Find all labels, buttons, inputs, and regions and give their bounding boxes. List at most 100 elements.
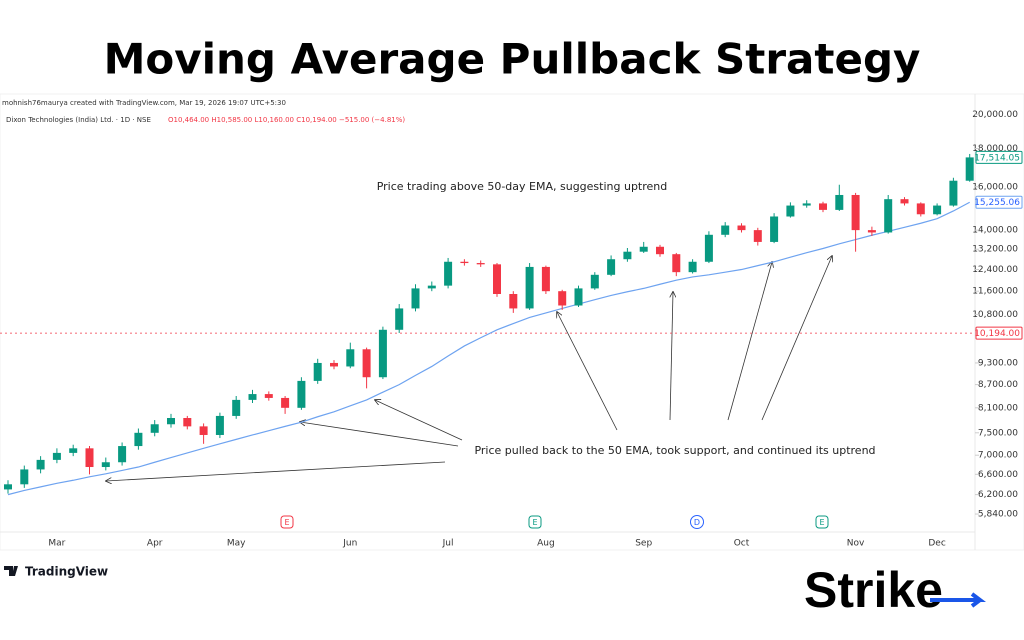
candle-body	[802, 203, 811, 206]
candle-body	[639, 246, 648, 252]
y-tick-label: 8,100.00	[978, 403, 1018, 413]
candle-body	[688, 261, 697, 273]
event-label: D	[694, 518, 700, 527]
y-tick-label: 16,000.00	[972, 182, 1018, 192]
candle-body	[900, 199, 909, 204]
y-tick-label: 9,300.00	[978, 358, 1018, 368]
candle-body	[933, 205, 942, 215]
event-label: E	[284, 518, 289, 527]
y-tick-label: 10,800.00	[972, 310, 1018, 320]
y-tick-label: 7,000.00	[978, 451, 1018, 461]
arrow	[375, 400, 463, 441]
logo-swoosh	[930, 592, 986, 608]
candle-body	[672, 254, 681, 273]
chart-panel	[0, 93, 1024, 551]
y-tick-label: 8,700.00	[978, 380, 1018, 390]
arrows	[106, 256, 832, 481]
arrow	[300, 422, 459, 447]
y-tick-label: 6,600.00	[978, 470, 1018, 480]
page-title: Moving Average Pullback Strategy	[104, 35, 921, 84]
candle-body	[395, 308, 404, 330]
candle-body	[916, 203, 925, 215]
candle-body	[118, 446, 127, 463]
logo-text: Strike	[804, 562, 943, 618]
y-tick-label: 5,840.00	[978, 510, 1018, 520]
candle-body	[281, 397, 290, 408]
candle-body	[297, 380, 306, 408]
y-tick-label: 14,000.00	[972, 226, 1018, 236]
candle-body	[949, 180, 958, 206]
candle-body	[248, 394, 257, 400]
candle-body	[150, 424, 159, 433]
event-icon	[690, 515, 704, 529]
candle-body	[509, 293, 518, 309]
candle-body	[884, 199, 893, 233]
candle-body	[346, 349, 355, 367]
event-label: E	[819, 518, 824, 527]
candle-body	[199, 426, 208, 435]
arrow	[761, 256, 832, 421]
candle-body	[313, 362, 322, 381]
candle-body	[183, 417, 192, 427]
x-tick-label: Jul	[442, 539, 454, 549]
candle-body	[215, 415, 224, 435]
candle-body	[656, 246, 664, 255]
candle-body	[558, 291, 567, 306]
candle-body	[851, 194, 860, 231]
y-tick-label: 7,500.00	[978, 428, 1018, 438]
y-tick-label: 18,000.00	[972, 144, 1018, 154]
candle-body	[134, 432, 143, 447]
candle-body	[4, 484, 12, 490]
event-label: E	[532, 518, 537, 527]
strike-logo: Strike	[804, 562, 986, 618]
candle-body	[101, 462, 110, 468]
price-tag	[975, 326, 1023, 340]
credit: mohnish76maurya created with TradingView…	[2, 99, 286, 107]
x-tick-label: Jun	[342, 539, 357, 549]
candle-body	[362, 349, 371, 378]
candle-body	[85, 448, 94, 468]
price-tag-label: 15,255.06	[974, 198, 1020, 208]
x-tick-label: Dec	[928, 539, 945, 549]
y-tick-label: 11,600.00	[972, 287, 1018, 297]
x-tick-label: Aug	[537, 539, 555, 549]
tradingview-logo: TradingView	[4, 565, 108, 579]
annotation: Price trading above 50-day EMA, suggesti…	[377, 180, 668, 193]
brand: TradingView	[25, 565, 108, 579]
arrow	[669, 292, 673, 421]
annotation: Price pulled back to the 50 EMA, took su…	[474, 444, 875, 457]
price-tag-label: 10,194.00	[974, 329, 1020, 339]
ohlc: O10,464.00 H10,585.00 L10,160.00 C10,194…	[168, 116, 405, 124]
candle-body	[378, 329, 387, 378]
candle-body	[444, 261, 453, 286]
candle-body	[574, 288, 583, 306]
candle-body	[753, 230, 762, 242]
candle-body	[721, 225, 730, 235]
symbol: Dixon Technologies (India) Ltd. · 1D · N…	[6, 116, 151, 124]
logo-icon	[4, 566, 18, 576]
candle-body	[493, 264, 501, 294]
candle-body	[819, 203, 827, 210]
x-tick-label: Sep	[635, 539, 652, 549]
candle-body	[36, 459, 45, 470]
x-tick-label: May	[227, 539, 246, 549]
x-tick-label: Oct	[734, 539, 750, 549]
y-tick-label: 13,200.00	[972, 245, 1018, 255]
candle-body	[965, 157, 974, 181]
arrow	[557, 312, 618, 431]
y-tick-label: 6,200.00	[978, 490, 1018, 500]
candle-body	[52, 452, 61, 460]
candle-body	[786, 205, 795, 217]
candle-body	[737, 225, 746, 231]
y-tick-label: 12,400.00	[972, 265, 1018, 275]
x-tick-label: Apr	[147, 539, 163, 549]
x-tick-label: Nov	[847, 539, 865, 549]
candle-body	[232, 399, 241, 416]
x-tick-label: Mar	[48, 539, 65, 549]
candle-body	[167, 417, 175, 425]
candle-body	[590, 274, 599, 289]
candle-body	[607, 259, 616, 275]
candle-body	[69, 448, 78, 453]
